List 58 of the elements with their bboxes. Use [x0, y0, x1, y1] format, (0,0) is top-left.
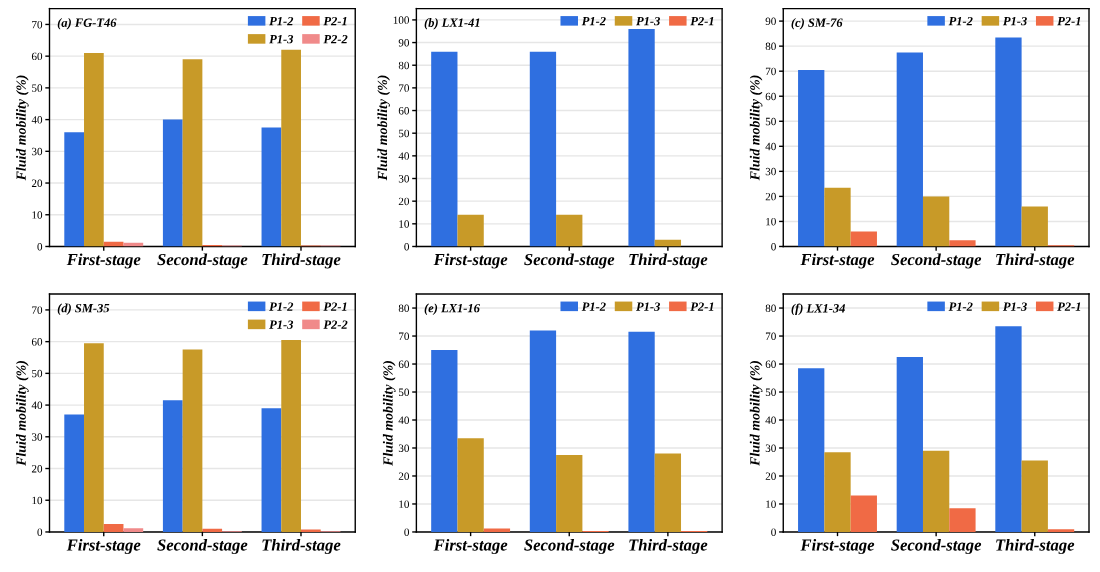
x-tick-label: First-stage	[800, 538, 875, 555]
bar	[1021, 460, 1048, 532]
bar	[628, 28, 655, 247]
bar	[654, 453, 682, 532]
x-tick-label: Third-stage	[262, 253, 341, 269]
bar	[850, 495, 877, 532]
x-tick-label: Third-stage	[629, 253, 708, 269]
bar	[824, 452, 851, 532]
x-tick-label: Second-stage	[157, 253, 248, 269]
bar	[182, 59, 203, 247]
bar	[457, 438, 484, 532]
bar	[261, 127, 282, 247]
x-tick-label: First-stage	[433, 538, 508, 555]
x-tick-label: Third-stage	[262, 538, 341, 555]
bar	[84, 343, 104, 532]
bar	[556, 214, 583, 247]
bar	[949, 508, 976, 532]
bar	[529, 330, 557, 532]
x-tick-label: Second-stage	[524, 253, 615, 269]
bar	[103, 524, 124, 532]
x-tick-label: Third-stage	[996, 253, 1075, 269]
bar	[798, 69, 825, 247]
bar	[431, 51, 458, 247]
x-tick-label: Second-stage	[524, 538, 615, 555]
bar	[922, 450, 950, 532]
bar	[896, 52, 923, 247]
bar	[261, 408, 282, 532]
x-tick-label: First-stage	[433, 253, 508, 269]
bar	[281, 340, 301, 532]
bar	[995, 326, 1022, 532]
bar	[798, 368, 825, 532]
bar	[182, 349, 203, 532]
bar	[896, 357, 923, 532]
bar	[949, 240, 976, 247]
bar	[850, 231, 877, 247]
x-tick-label: Third-stage	[629, 538, 708, 555]
bar	[64, 414, 85, 532]
bar	[529, 51, 557, 247]
bar	[64, 132, 85, 247]
x-tick-label: Second-stage	[157, 538, 248, 555]
bar	[84, 52, 104, 247]
bar	[1021, 206, 1048, 247]
bar	[281, 49, 301, 247]
bar	[162, 400, 183, 532]
x-tick-label: First-stage	[66, 538, 141, 555]
bar	[628, 331, 655, 532]
x-tick-label: First-stage	[66, 253, 141, 269]
bar	[995, 37, 1022, 247]
bar	[922, 196, 950, 247]
bar	[556, 454, 583, 532]
x-tick-label: Second-stage	[891, 538, 982, 555]
bar	[824, 187, 851, 247]
x-tick-label: Second-stage	[891, 253, 982, 269]
x-tick-label: Third-stage	[996, 538, 1075, 555]
x-tick-label: First-stage	[800, 253, 875, 269]
bar	[431, 350, 458, 532]
bar	[457, 214, 484, 247]
bar	[162, 119, 183, 247]
